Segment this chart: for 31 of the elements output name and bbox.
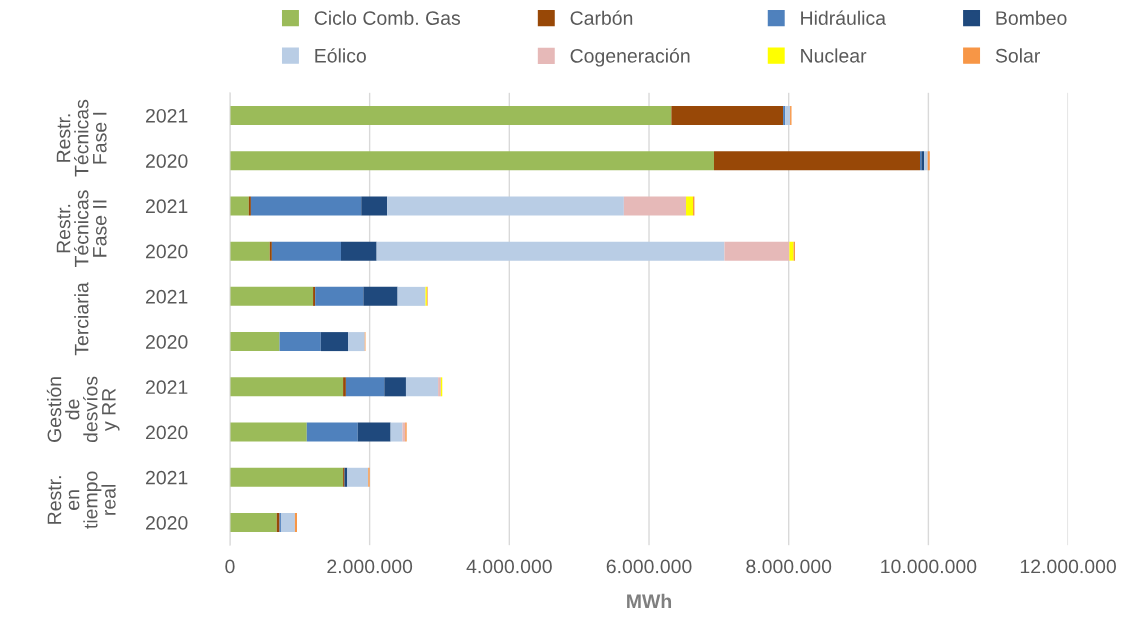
text: Restr. Técnicas Fase I: [56, 99, 107, 177]
legend-label: Hidráulica: [801, 10, 887, 25]
x-tick-label: 12.000.000: [1020, 559, 1116, 574]
y-tick-label: 2021: [146, 108, 188, 123]
legend-label: Solar: [995, 48, 1040, 63]
legend-label: Nuclear: [801, 48, 867, 63]
x-axis-title: MWh: [627, 593, 672, 608]
y-tick-label: 2021: [146, 470, 188, 485]
y-tick-label: 2020: [146, 515, 188, 530]
legend-label: Carbón: [570, 10, 633, 25]
y-tick-label: 2020: [146, 335, 188, 349]
x-tick-label: 10.000.000: [881, 559, 977, 574]
x-tick-label: 6.000.000: [606, 559, 692, 574]
y-tick-label: 2021: [146, 289, 188, 304]
x-tick-label: 4.000.000: [466, 559, 552, 574]
legend-label: Bombeo: [996, 10, 1067, 25]
text: Gestión de desvíos y RR: [46, 376, 120, 443]
text: Terciaria: [74, 282, 89, 356]
legend-label: Cogeneración: [570, 48, 690, 67]
x-tick-label: 2.000.000: [327, 559, 413, 574]
y-tick-label: 2021: [146, 199, 188, 214]
x-tick-label: 8.000.000: [746, 559, 832, 574]
y-tick-label: 2020: [146, 425, 188, 440]
text: Restr. Técnicas Fase II: [56, 190, 107, 267]
x-tick-label: 0: [225, 559, 235, 574]
text: Restr. en tiempo real: [47, 471, 116, 529]
legend-label: Eólico: [315, 48, 366, 63]
legend-label: Ciclo Comb. Gas: [314, 10, 461, 25]
y-tick-label: 2020: [146, 154, 188, 168]
y-tick-label: 2021: [146, 380, 188, 395]
y-tick-label: 2020: [146, 244, 188, 259]
